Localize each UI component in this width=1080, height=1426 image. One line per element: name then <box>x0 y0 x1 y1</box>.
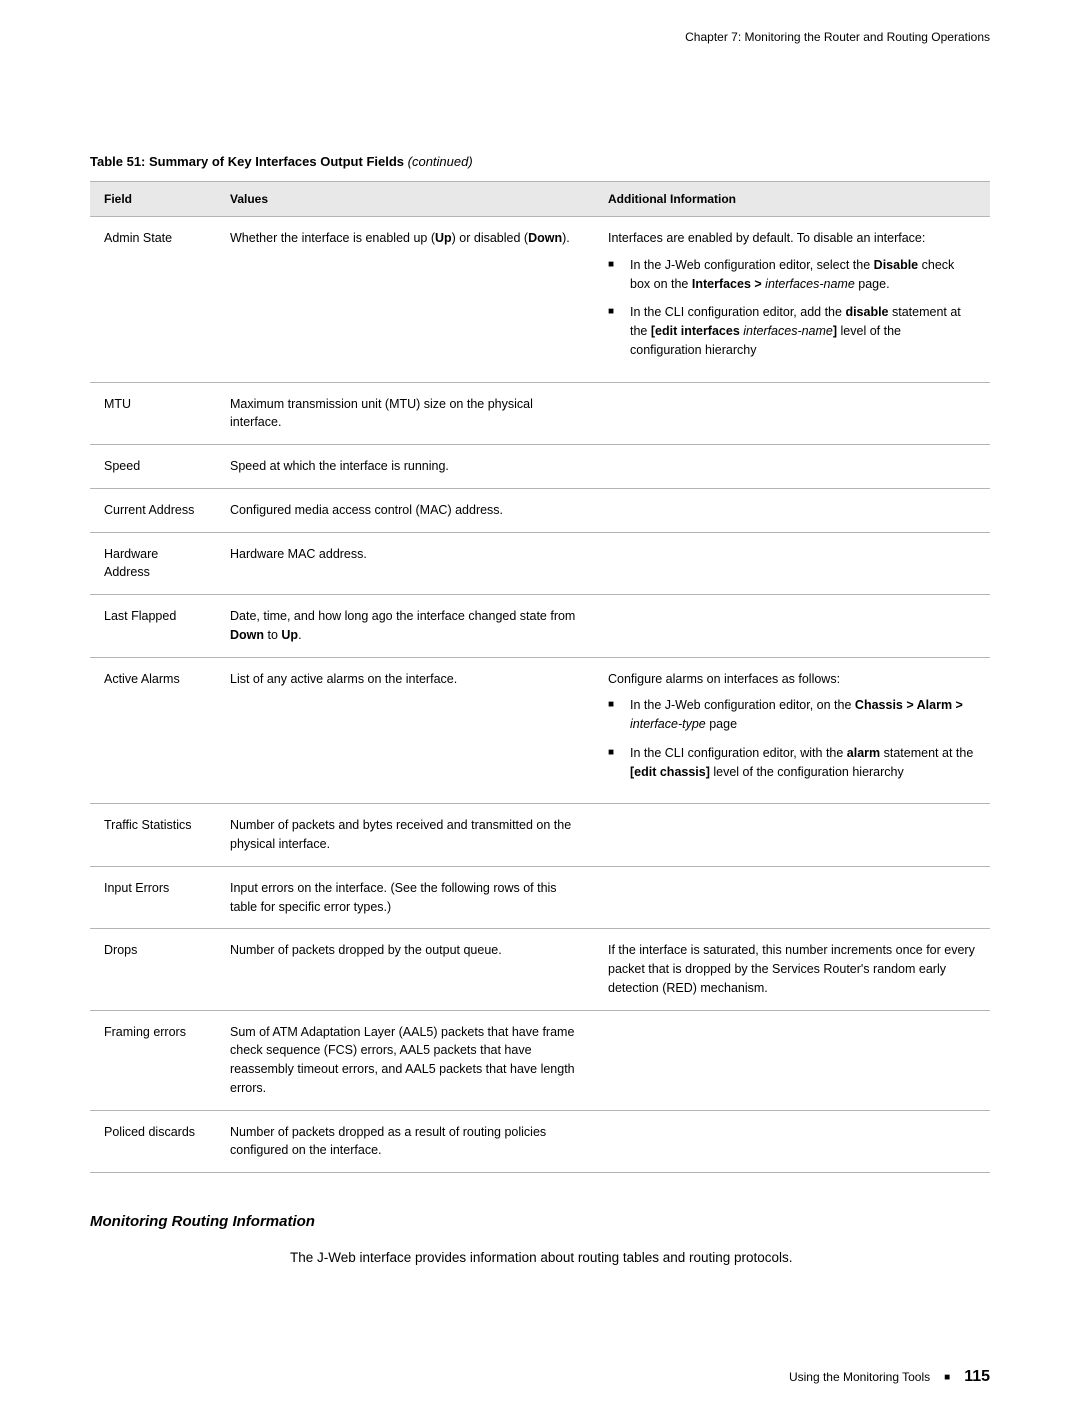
cell-info <box>594 382 990 445</box>
text-bold: [edit chassis] <box>630 765 710 779</box>
interfaces-output-table: Field Values Additional Information Admi… <box>90 181 990 1173</box>
text-bold: alarm <box>847 746 880 760</box>
text: Date, time, and how long ago the interfa… <box>230 609 575 623</box>
page-footer: Using the Monitoring Tools ■ 115 <box>90 1368 990 1386</box>
cell-info <box>594 1110 990 1173</box>
text-bold: Down <box>230 628 264 642</box>
cell-values: Number of packets dropped as a result of… <box>216 1110 594 1173</box>
footer-label: Using the Monitoring Tools <box>789 1370 930 1384</box>
text-bold: Down <box>528 231 562 245</box>
table-title: Table 51: Summary of Key Interfaces Outp… <box>90 154 990 169</box>
col-header-values: Values <box>216 182 594 217</box>
text: Whether the interface is enabled up ( <box>230 231 435 245</box>
cell-field: Hardware Address <box>90 532 216 595</box>
text: . <box>298 628 301 642</box>
cell-info <box>594 804 990 867</box>
text-bold: Disable <box>874 258 918 272</box>
text-italic: interface-type <box>630 717 706 731</box>
text: ) or disabled ( <box>452 231 528 245</box>
text: level of the configuration hierarchy <box>710 765 904 779</box>
bullet-list: In the J-Web configuration editor, on th… <box>608 696 976 781</box>
table-row: Drops Number of packets dropped by the o… <box>90 929 990 1010</box>
info-intro: Configure alarms on interfaces as follow… <box>608 670 976 689</box>
info-intro: Interfaces are enabled by default. To di… <box>608 229 976 248</box>
table-header-row: Field Values Additional Information <box>90 182 990 217</box>
cell-field: Speed <box>90 445 216 489</box>
text-italic: interfaces-name <box>743 324 833 338</box>
text-bold: disable <box>845 305 888 319</box>
col-header-field: Field <box>90 182 216 217</box>
text-bold: [edit interfaces <box>651 324 743 338</box>
cell-values: Sum of ATM Adaptation Layer (AAL5) packe… <box>216 1010 594 1110</box>
list-item: In the CLI configuration editor, add the… <box>608 303 976 359</box>
cell-field: Active Alarms <box>90 657 216 804</box>
cell-field: MTU <box>90 382 216 445</box>
table-row: Admin State Whether the interface is ena… <box>90 217 990 383</box>
chapter-header: Chapter 7: Monitoring the Router and Rou… <box>90 30 990 44</box>
text-bold: Up <box>435 231 452 245</box>
cell-info: Interfaces are enabled by default. To di… <box>594 217 990 383</box>
cell-values: Date, time, and how long ago the interfa… <box>216 595 594 658</box>
cell-values: List of any active alarms on the interfa… <box>216 657 594 804</box>
list-item: In the J-Web configuration editor, on th… <box>608 696 976 734</box>
text-bold: Up <box>281 628 298 642</box>
text-italic: interfaces-name <box>765 277 855 291</box>
cell-field: Policed discards <box>90 1110 216 1173</box>
text: statement at the <box>880 746 973 760</box>
text-bold: Interfaces > <box>692 277 765 291</box>
cell-values: Input errors on the interface. (See the … <box>216 866 594 929</box>
cell-field: Drops <box>90 929 216 1010</box>
cell-field: Traffic Statistics <box>90 804 216 867</box>
table-row: Active Alarms List of any active alarms … <box>90 657 990 804</box>
cell-values: Number of packets and bytes received and… <box>216 804 594 867</box>
text: In the CLI configuration editor, with th… <box>630 746 847 760</box>
cell-values: Hardware MAC address. <box>216 532 594 595</box>
text: page. <box>855 277 890 291</box>
cell-field: Admin State <box>90 217 216 383</box>
cell-values: Configured media access control (MAC) ad… <box>216 488 594 532</box>
cell-info <box>594 866 990 929</box>
text: to <box>264 628 281 642</box>
list-item: In the CLI configuration editor, with th… <box>608 744 976 782</box>
table-row: MTU Maximum transmission unit (MTU) size… <box>90 382 990 445</box>
cell-info <box>594 595 990 658</box>
cell-field: Input Errors <box>90 866 216 929</box>
cell-info <box>594 488 990 532</box>
table-row: Speed Speed at which the interface is ru… <box>90 445 990 489</box>
text: ). <box>562 231 570 245</box>
table-title-continued: (continued) <box>408 154 473 169</box>
page-number: 115 <box>964 1368 990 1386</box>
cell-info: Configure alarms on interfaces as follow… <box>594 657 990 804</box>
section-heading: Monitoring Routing Information <box>90 1213 990 1230</box>
table-row: Policed discards Number of packets dropp… <box>90 1110 990 1173</box>
table-title-main: Table 51: Summary of Key Interfaces Outp… <box>90 154 404 169</box>
cell-info <box>594 445 990 489</box>
cell-field: Current Address <box>90 488 216 532</box>
cell-info <box>594 1010 990 1110</box>
cell-values: Maximum transmission unit (MTU) size on … <box>216 382 594 445</box>
cell-info: If the interface is saturated, this numb… <box>594 929 990 1010</box>
text: page <box>706 717 737 731</box>
text-bold: Chassis > Alarm > <box>855 698 963 712</box>
text: In the J-Web configuration editor, selec… <box>630 258 874 272</box>
cell-info <box>594 532 990 595</box>
text: In the J-Web configuration editor, on th… <box>630 698 855 712</box>
list-item: In the J-Web configuration editor, selec… <box>608 256 976 294</box>
cell-field: Framing errors <box>90 1010 216 1110</box>
table-row: Last Flapped Date, time, and how long ag… <box>90 595 990 658</box>
table-row: Current Address Configured media access … <box>90 488 990 532</box>
table-row: Traffic Statistics Number of packets and… <box>90 804 990 867</box>
bullet-list: In the J-Web configuration editor, selec… <box>608 256 976 360</box>
text: In the CLI configuration editor, add the <box>630 305 845 319</box>
table-row: Input Errors Input errors on the interfa… <box>90 866 990 929</box>
table-row: Hardware Address Hardware MAC address. <box>90 532 990 595</box>
table-row: Framing errors Sum of ATM Adaptation Lay… <box>90 1010 990 1110</box>
cell-values: Speed at which the interface is running. <box>216 445 594 489</box>
cell-values: Number of packets dropped by the output … <box>216 929 594 1010</box>
square-icon: ■ <box>944 1372 950 1383</box>
cell-values: Whether the interface is enabled up (Up)… <box>216 217 594 383</box>
section-body: The J-Web interface provides information… <box>290 1248 990 1268</box>
cell-field: Last Flapped <box>90 595 216 658</box>
col-header-info: Additional Information <box>594 182 990 217</box>
